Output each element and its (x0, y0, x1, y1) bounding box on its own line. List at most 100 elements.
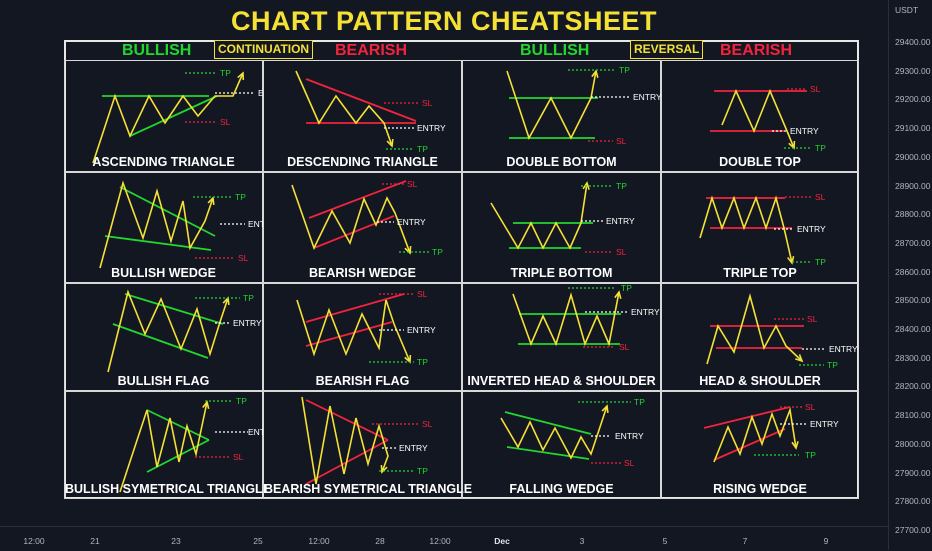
price-arrow (795, 354, 804, 363)
time-tick-label: 12:00 (308, 536, 330, 546)
sl-level-label: SL (616, 247, 627, 257)
pattern-cell: TP ENTRY SL INVERTED HEAD & SHOULDER (462, 283, 661, 391)
support-trendline (124, 293, 224, 325)
sl-level-label: SL (616, 136, 627, 146)
pattern-label: TRIPLE BOTTOM (510, 266, 613, 280)
pattern-diagram: TP ENTRY SL (710, 84, 826, 153)
price-tick-label: 29300.00 (895, 65, 931, 76)
pattern-label: ASCENDING TRIANGLE (92, 155, 235, 169)
support-trendline (504, 411, 592, 435)
pattern-cell: TP ENTRY SL BEARISH WEDGE (263, 172, 462, 283)
pattern-diagram: TP ENTRY SL (301, 396, 433, 485)
pattern-cell: TP ENTRY BULLISH FLAG (64, 283, 263, 391)
header-continuation-badge: CONTINUATION (214, 40, 314, 59)
price-path (721, 88, 795, 149)
price-axis[interactable]: USDT 29400.00 29300.00 29200.00 29100.00 290… (888, 0, 932, 550)
pattern-diagram: TP ENTRY SL (703, 402, 839, 463)
price-arrow (787, 255, 795, 265)
sl-level-label: SL (220, 117, 231, 127)
price-path (301, 396, 389, 485)
price-tick-label: 27800.00 (895, 496, 931, 507)
pattern-cell: TP ENTRY SL BULLISH SYMETRICAL TRIANGLE (64, 391, 271, 499)
sl-level-label: SL (805, 402, 816, 412)
price-tick-label: 29100.00 (895, 123, 931, 134)
price-arrow (614, 290, 622, 299)
price-path (506, 70, 597, 140)
price-path (295, 70, 393, 147)
pattern-cell: TP ENTRY SL DOUBLE BOTTOM (462, 60, 662, 172)
pattern-diagram: TP ENTRY SL (490, 181, 635, 257)
entry-level-label: ENTRY (248, 427, 264, 437)
resistance-trendline (713, 428, 786, 461)
tp-level-label: TP (634, 397, 645, 407)
tp-level-label: TP (417, 357, 428, 367)
entry-level-label: ENTRY (233, 318, 262, 328)
time-tick-label: 3 (579, 536, 585, 546)
pattern-diagram: TP ENTRY SL (506, 65, 662, 146)
sl-level-label: SL (422, 419, 433, 429)
support-trendline (146, 409, 210, 441)
resistance-trendline (305, 78, 417, 122)
pattern-diagram: TP ENTRY SL (699, 192, 826, 267)
price-path (92, 72, 244, 164)
pattern-cell: TP ENTRY SL BEARISH SYMETRICAL TRIANGLE (263, 391, 472, 499)
pattern-diagram: TP ENTRY SL (92, 68, 264, 164)
tp-level-label: TP (417, 144, 428, 154)
tp-level-label: TP (805, 450, 816, 460)
page-title: CHART PATTERN CHEATSHEET (231, 6, 657, 36)
pattern-label: RISING WEDGE (713, 482, 807, 496)
tp-level-label: TP (432, 247, 443, 257)
tp-level-label: TP (815, 143, 826, 153)
price-tick-label: 28800.00 (895, 209, 931, 220)
tp-level-label: TP (616, 181, 627, 191)
time-tick-label: 12:00 (429, 536, 451, 546)
entry-level-label: ENTRY (417, 123, 446, 133)
price-tick-label: 28100.00 (895, 410, 931, 421)
header-bullish-continuation: BULLISH (122, 42, 192, 59)
sl-level-label: SL (815, 192, 826, 202)
price-arrow (791, 441, 799, 450)
pattern-diagram: TP ENTRY SL (706, 293, 858, 370)
tp-level-label: TP (619, 65, 630, 75)
price-arrow (202, 400, 210, 409)
pattern-diagram: TP ENTRY SL (295, 70, 446, 154)
pattern-label: FALLING WEDGE (509, 482, 614, 496)
pattern-label: BEARISH WEDGE (309, 266, 416, 280)
entry-level-label: ENTRY (790, 126, 819, 136)
time-tick-label: 7 (742, 536, 748, 546)
entry-level-label: ENTRY (407, 325, 436, 335)
tp-level-label: TP (621, 284, 632, 293)
support-trendline (104, 235, 212, 251)
time-axis[interactable]: 12:00 21 23 25 12:00 28 12:00 Dec 3 5 7 9 (0, 526, 888, 551)
time-tick-label: 25 (253, 536, 263, 546)
sl-level-label: SL (624, 458, 635, 468)
price-tick-label: 29000.00 (895, 151, 931, 162)
price-arrow (582, 181, 590, 190)
pattern-diagram: TP ENTRY SL (296, 289, 436, 367)
pattern-label: DOUBLE TOP (719, 155, 801, 169)
time-tick-label: Dec (494, 536, 510, 546)
price-path (713, 406, 797, 463)
price-path (296, 299, 411, 363)
pattern-label: BULLISH WEDGE (111, 266, 216, 280)
entry-level-label: ENTRY (810, 419, 839, 429)
price-arrow (207, 196, 215, 206)
pattern-diagram: TP ENTRY SL (119, 396, 264, 493)
sl-level-label: SL (407, 179, 418, 189)
sl-level-label: SL (619, 342, 630, 352)
pattern-label: INVERTED HEAD & SHOULDER (467, 374, 656, 388)
pattern-label: DESCENDING TRIANGLE (287, 155, 438, 169)
pattern-diagram: TP ENTRY SL (500, 397, 645, 468)
entry-level-label: ENTRY (258, 88, 264, 98)
pattern-cell: TP ENTRY SL DESCENDING TRIANGLE (263, 60, 462, 172)
price-tick-label: 29200.00 (895, 94, 931, 105)
pattern-label: BEARISH FLAG (315, 374, 410, 388)
pattern-label: TRIPLE TOP (723, 266, 797, 280)
price-path (490, 182, 588, 250)
pattern-cell: TP ENTRY SL FALLING WEDGE (462, 391, 661, 499)
tp-level-label: TP (243, 293, 254, 303)
time-tick-label: 28 (375, 536, 385, 546)
price-tick-label: 27700.00 (895, 524, 931, 535)
price-arrow (237, 71, 245, 81)
tp-level-label: TP (815, 257, 826, 267)
